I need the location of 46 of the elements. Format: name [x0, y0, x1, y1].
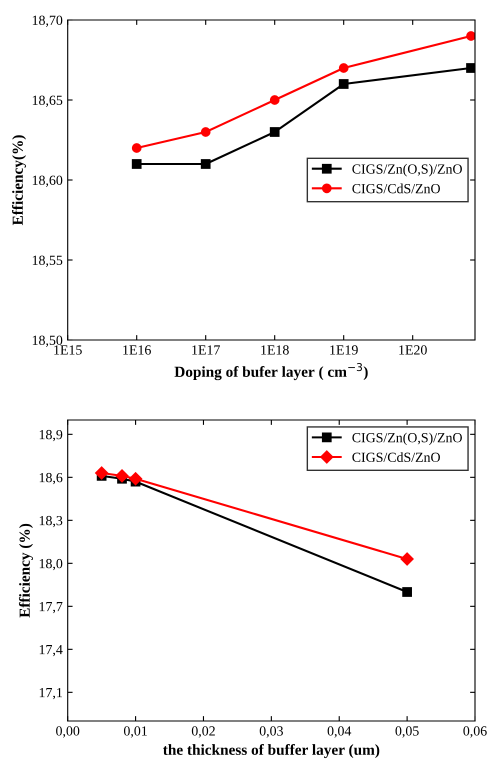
- x-tick-label: 0,01: [124, 726, 147, 738]
- y-tick-label: 18,3: [40, 516, 62, 528]
- x-tick-label: 1E20: [399, 345, 427, 355]
- point: [402, 587, 412, 597]
- x-tick-label: 0,00: [56, 726, 80, 738]
- y-tick-label: 18,55: [32, 256, 62, 267]
- x-tick-label: 0,03: [260, 726, 283, 738]
- x-tick-label: 0,04: [328, 726, 352, 738]
- point: [115, 469, 129, 482]
- point: [95, 466, 108, 480]
- x-tick-label: 1E17: [192, 345, 220, 354]
- x-tick-label: 0,06: [463, 726, 487, 738]
- x-axis-title: Doping of bufer layer ( cm$^{−3}$): [174, 363, 368, 380]
- point: [200, 159, 211, 169]
- point: [400, 552, 414, 566]
- y-tick-label: 18,70: [32, 16, 62, 27]
- point: [270, 127, 280, 137]
- legend-label: CIGS/CdS/ZnO: [352, 184, 440, 194]
- y-tick-label: 18,9: [40, 430, 62, 442]
- x-tick-label: 0,02: [192, 726, 215, 738]
- point: [270, 95, 280, 105]
- y-axis-title: Efficiency(%): [12, 135, 26, 226]
- point: [338, 63, 349, 73]
- point: [132, 159, 142, 169]
- x-axis-title: the thickness of buffer layer (um): [163, 744, 380, 758]
- point: [200, 127, 211, 137]
- x-tick-label: 1E15: [54, 345, 82, 355]
- y-tick-label: 18,0: [40, 558, 62, 570]
- y-tick-label: 17,4: [40, 644, 63, 656]
- point: [132, 143, 142, 153]
- y-tick-label: 18,6: [40, 472, 62, 484]
- x-tick-label: 1E16: [123, 345, 151, 355]
- y-tick-label: 18,50: [32, 336, 62, 347]
- y-tick-label: 17,1: [40, 688, 62, 700]
- y-tick-label: 17,7: [40, 602, 62, 614]
- x-tick-label: 0,05: [395, 726, 419, 738]
- legend-label: CIGS/Zn(O,S)/ZnO: [352, 432, 462, 446]
- x-tick-label: 1E18: [261, 345, 289, 355]
- y-axis-title: Efficiency (%): [18, 524, 33, 618]
- legend-label: CIGS/Zn(O,S)/ZnO: [352, 164, 462, 177]
- y-tick-label: 18,60: [32, 176, 62, 187]
- point: [338, 79, 349, 89]
- x-tick-label: 1E19: [330, 345, 358, 355]
- point: [128, 472, 142, 486]
- y-tick-label: 18,65: [32, 96, 62, 107]
- legend-label: CIGS/CdS/ZnO: [352, 452, 440, 462]
